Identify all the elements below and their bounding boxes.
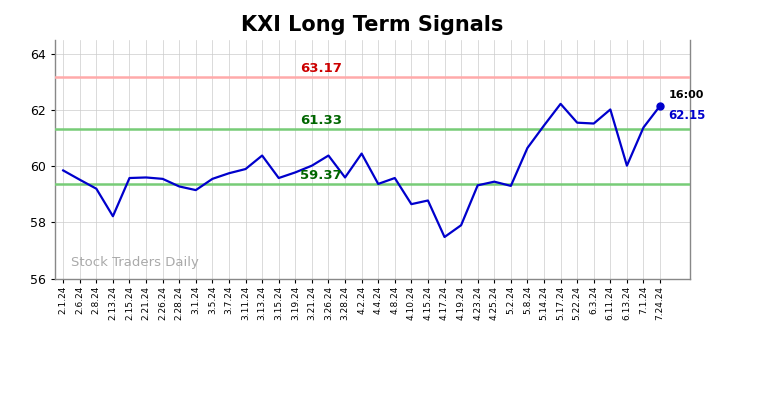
Text: 61.33: 61.33 [299,114,342,127]
Text: 16:00: 16:00 [669,90,704,100]
Text: 63.17: 63.17 [300,62,342,76]
Text: Stock Traders Daily: Stock Traders Daily [71,256,199,269]
Title: KXI Long Term Signals: KXI Long Term Signals [241,16,503,35]
Text: 59.37: 59.37 [300,169,342,182]
Text: 62.15: 62.15 [669,109,706,122]
